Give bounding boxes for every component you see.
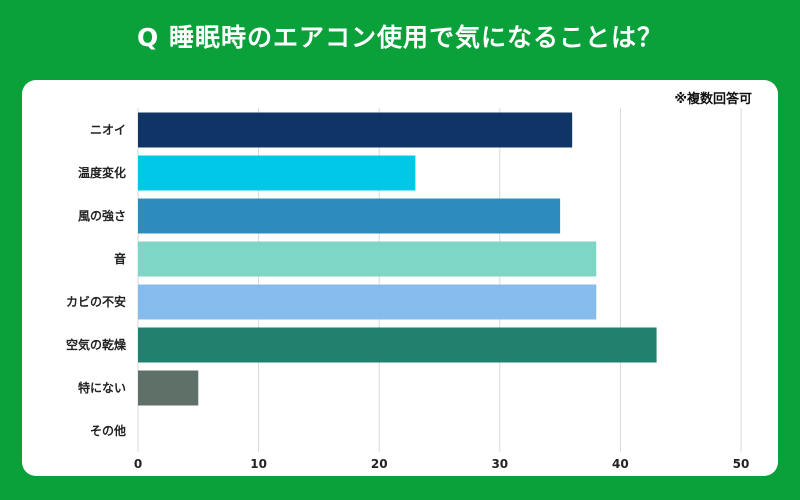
category-label-8: その他 bbox=[90, 423, 126, 438]
category-label-3: 風の強さ bbox=[78, 208, 126, 223]
bar-1 bbox=[138, 112, 573, 148]
bar-3 bbox=[138, 198, 561, 234]
x-tick-label-10: 10 bbox=[250, 457, 267, 471]
bar-6 bbox=[138, 327, 657, 363]
category-label-7: 特にない bbox=[78, 380, 126, 395]
x-tick-label-50: 50 bbox=[733, 457, 750, 471]
chart-panel: ※複数回答可 0 10 20 30 40 50 ニオイ温度変化風の強さ音カビの不安空気の乾燥… bbox=[22, 80, 778, 476]
bar-7 bbox=[138, 370, 199, 406]
x-tick-label-40: 40 bbox=[612, 457, 629, 471]
category-label-5: カビの不安 bbox=[66, 294, 126, 309]
category-label-2: 温度変化 bbox=[78, 165, 126, 180]
category-label-4: 音 bbox=[114, 251, 126, 266]
category-label-1: ニオイ bbox=[90, 123, 126, 137]
bar-5 bbox=[138, 284, 597, 320]
bar-4 bbox=[138, 241, 597, 277]
x-tick-label-30: 30 bbox=[491, 457, 508, 471]
x-tick-label-0: 0 bbox=[134, 457, 142, 471]
multiple-answers-note: ※複数回答可 bbox=[674, 92, 752, 107]
x-tick-label-20: 20 bbox=[371, 457, 388, 471]
category-label-6: 空気の乾燥 bbox=[66, 337, 127, 352]
bar-2 bbox=[138, 155, 416, 191]
chart-title: Q 睡眠時のエアコン使用で気になることは？ bbox=[137, 23, 663, 52]
